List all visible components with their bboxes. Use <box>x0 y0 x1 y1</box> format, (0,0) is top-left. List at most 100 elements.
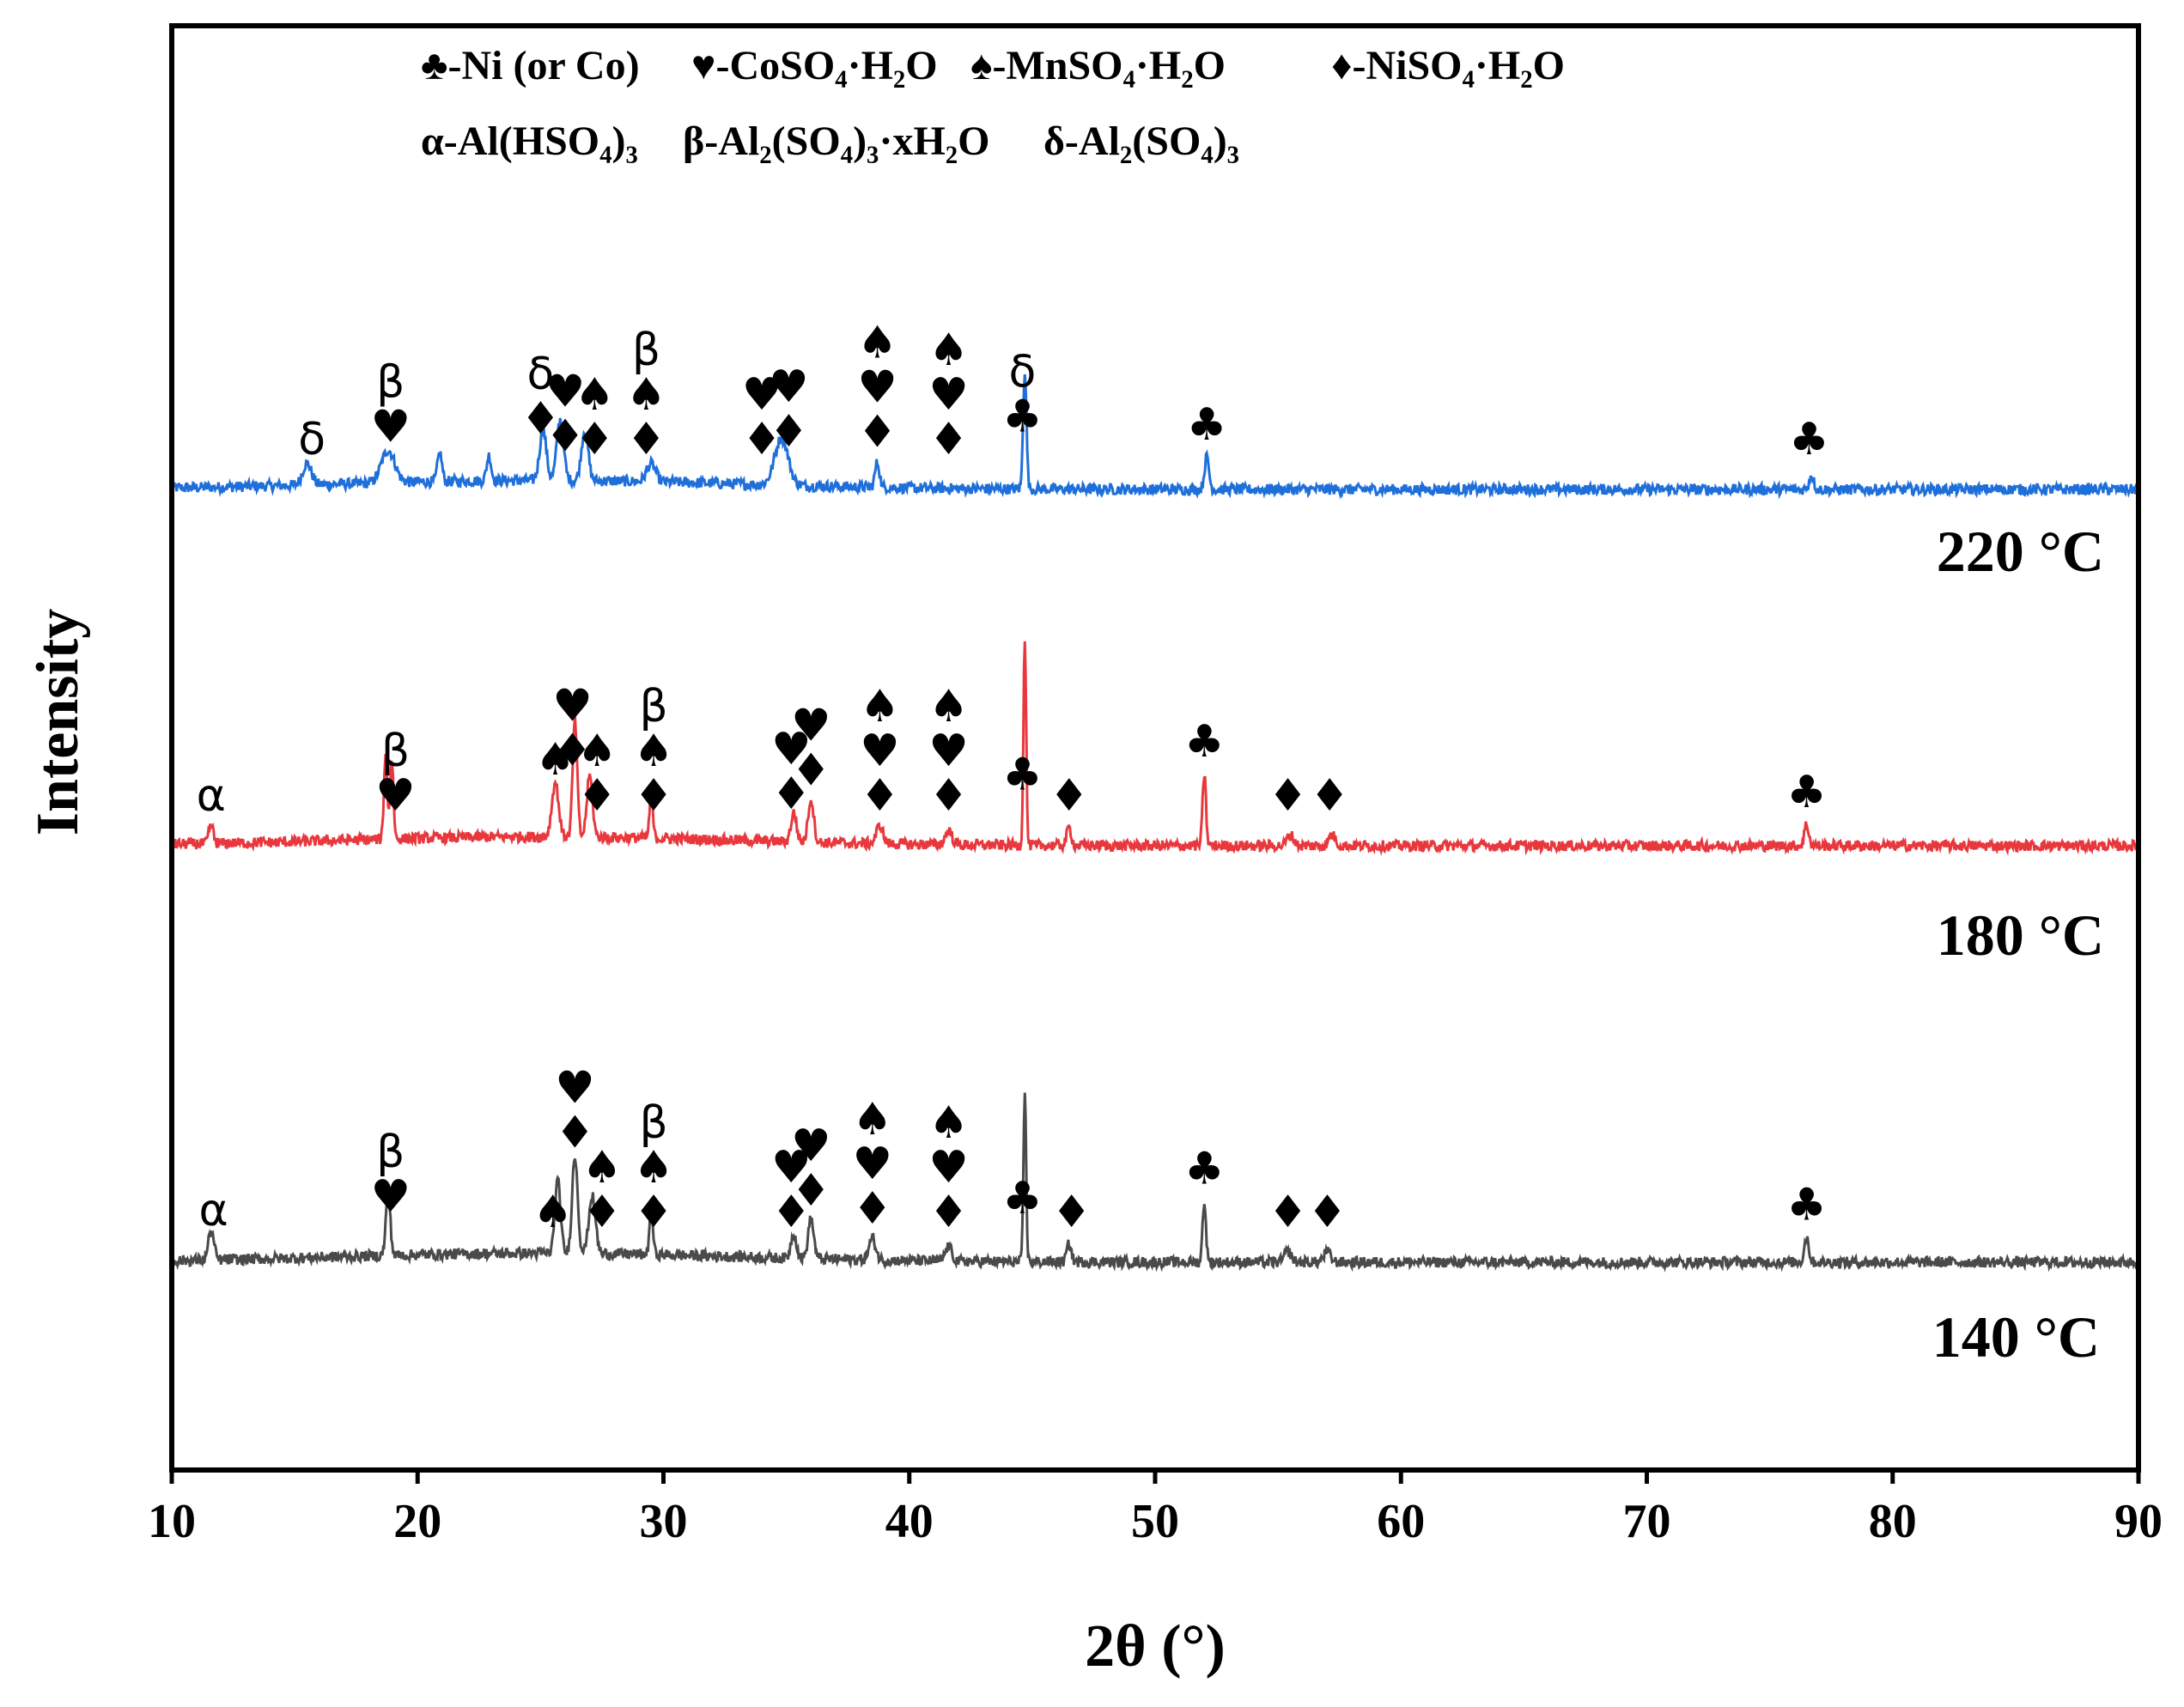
series-labels: 220 °C 180 °C 140 °C <box>1932 519 2104 1370</box>
peak-marker-140-9-2: ♦ <box>928 1187 969 1238</box>
peak-marker-140-5-0: β <box>639 1097 667 1149</box>
y-axis-title: Intensity <box>25 609 91 835</box>
series-line-220 <box>170 374 2139 500</box>
peak-marker-220-9-0: ♠ <box>928 325 969 376</box>
peak-marker-220-11-0: ♣ <box>1187 399 1227 451</box>
peak-marker-140-14-0: ♦ <box>1307 1187 1348 1238</box>
peak-marker-180-5-1: ♠ <box>634 726 674 777</box>
peak-marker-180-3-0: ♥ <box>552 681 593 732</box>
legend-phase-1: β-Al₂(SO₄)₃·xH₂O <box>683 118 990 164</box>
peak-marker-180-6-0: ♥ <box>771 724 812 775</box>
x-tick-label-40: 40 <box>885 1495 934 1548</box>
peak-marker-140-5-2: ♦ <box>634 1187 674 1238</box>
peak-marker-180-5-2: ♦ <box>634 770 674 822</box>
peak-marker-180-3-1: ♦ <box>552 726 593 777</box>
peak-marker-180-7-0: ♥ <box>791 701 831 752</box>
peak-marker-220-4-0: ♠ <box>575 369 615 421</box>
peak-marker-140-0-0: α <box>199 1185 228 1236</box>
legend-entry-3: ♦-NiSO₄·H₂O <box>1331 43 1565 88</box>
peak-marker-180-12-0: ♣ <box>1184 716 1225 768</box>
peak-marker-180-9-2: ♦ <box>928 770 969 822</box>
series-label-140: 140 °C <box>1932 1304 2100 1370</box>
peak-marker-180-2-0: ♠ <box>535 734 575 786</box>
peak-marker-220-9-1: ♥ <box>928 369 969 421</box>
peak-marker-180-1-0: β <box>381 726 410 777</box>
peak-marker-220-4-1: ♦ <box>575 414 615 465</box>
peak-marker-140-3-0: ♥ <box>555 1063 595 1115</box>
peak-marker-220-1-1: ♥ <box>370 402 411 453</box>
peak-marker-180-6-1: ♦ <box>771 768 812 820</box>
peak-marker-180-9-1: ♥ <box>928 726 969 777</box>
peak-marker-180-8-1: ♥ <box>860 726 900 777</box>
peak-marker-220-2-1: ♦ <box>520 393 561 445</box>
peak-marker-180-0-0: α <box>197 770 226 822</box>
peak-marker-140-9-0: ♠ <box>928 1097 969 1149</box>
series-label-180: 180 °C <box>1937 902 2104 968</box>
legend-phase-0: α-Al(HSO₄)₃ <box>421 118 638 164</box>
legend-entry-2: ♠-MnSO₄·H₂O <box>970 43 1226 88</box>
peak-marker-180-4-1: ♦ <box>577 770 617 822</box>
peak-marker-220-8-2: ♦ <box>857 407 897 459</box>
peak-marker-180-14-0: ♦ <box>1310 770 1350 822</box>
peak-marker-140-6-0: ♥ <box>771 1142 812 1194</box>
series-line-140 <box>170 1092 2139 1273</box>
peak-marker-140-13-0: ♦ <box>1268 1187 1308 1238</box>
peak-marker-220-3-0: ♥ <box>545 367 586 418</box>
peak-marker-140-1-1: ♥ <box>370 1171 411 1223</box>
x-tick-label-80: 80 <box>1869 1495 1917 1548</box>
peak-marker-220-6-0: ♥ <box>742 369 782 421</box>
legend-entry-0: ♣-Ni (or Co) <box>421 43 640 88</box>
peak-marker-220-2-0: δ <box>526 349 554 400</box>
x-ticks: 10 20 30 40 50 60 70 80 90 <box>148 1470 2163 1548</box>
peak-marker-140-1-0: β <box>376 1127 405 1178</box>
peak-marker-220-5-0: β <box>632 325 660 376</box>
peak-marker-220-10-1: ♣ <box>1002 392 1043 443</box>
peak-marker-180-4-0: ♠ <box>577 726 617 777</box>
peak-marker-140-12-0: ♣ <box>1184 1144 1225 1195</box>
peak-marker-220-9-2: ♦ <box>928 414 969 465</box>
peak-marker-220-5-2: ♦ <box>626 414 666 465</box>
x-tick-label-20: 20 <box>393 1495 441 1548</box>
x-axis-title: 2θ (°) <box>1085 1613 1226 1680</box>
peak-marker-220-1-0: β <box>376 357 405 409</box>
peak-marker-180-5-0: β <box>639 681 667 732</box>
peak-marker-140-11-0: ♦ <box>1051 1187 1092 1238</box>
legend: ♣-Ni (or Co) ♥-CoSO₄·H₂O ♠-MnSO₄·H₂O ♦-NiSO… <box>421 43 1565 164</box>
x-tick-label-10: 10 <box>148 1495 196 1548</box>
plot-frame <box>169 23 2141 1473</box>
x-tick-label-60: 60 <box>1377 1495 1425 1548</box>
peak-marker-180-15-0: ♣ <box>1786 767 1827 818</box>
peak-marker-220-12-0: ♣ <box>1789 414 1829 465</box>
peak-marker-140-2-0: ♠ <box>532 1187 573 1238</box>
series-line-180 <box>171 641 2140 856</box>
peak-marker-180-11-0: ♦ <box>1049 770 1090 822</box>
peak-marker-220-7-1: ♦ <box>769 406 809 458</box>
series-label-220: 220 °C <box>1937 519 2104 584</box>
peak-marker-140-10-0: ♣ <box>1002 1173 1043 1224</box>
peak-marker-220-7-0: ♥ <box>769 361 809 413</box>
peak-marker-180-1-1: ♥ <box>375 770 416 822</box>
peak-marker-180-8-2: ♦ <box>860 770 900 822</box>
peak-marker-140-15-0: ♣ <box>1786 1180 1827 1231</box>
peak-marker-140-8-1: ♥ <box>853 1139 893 1190</box>
peak-marker-140-8-0: ♠ <box>853 1094 893 1145</box>
peak-marker-140-4-0: ♠ <box>582 1142 623 1194</box>
peak-marker-220-8-0: ♠ <box>857 318 897 369</box>
x-tick-label-70: 70 <box>1623 1495 1671 1548</box>
peak-marker-140-7-1: ♦ <box>791 1165 831 1217</box>
peak-marker-140-8-2: ♦ <box>853 1183 893 1235</box>
peak-marker-220-0-0: δ <box>298 414 325 465</box>
peak-marker-140-4-1: ♦ <box>582 1187 623 1238</box>
legend-phase-2: δ-Al₂(SO₄)₃ <box>1043 118 1239 164</box>
peak-marker-220-5-1: ♠ <box>626 369 666 421</box>
legend-entry-1: ♥-CoSO₄·H₂O <box>691 43 938 88</box>
peak-marker-220-8-1: ♥ <box>857 362 897 414</box>
peak-marker-220-10-0: δ <box>1009 347 1037 398</box>
peak-marker-140-3-1: ♦ <box>555 1108 595 1159</box>
peak-marker-220-6-1: ♦ <box>742 414 782 465</box>
x-tick-label-90: 90 <box>2114 1495 2163 1548</box>
peak-marker-180-13-0: ♦ <box>1268 770 1308 822</box>
series-layer <box>170 374 2140 1344</box>
peak-marker-140-9-1: ♥ <box>928 1142 969 1194</box>
